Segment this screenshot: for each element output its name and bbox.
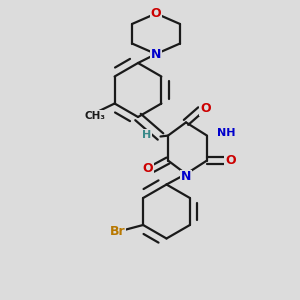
Text: O: O: [200, 102, 211, 115]
Text: CH₃: CH₃: [84, 111, 105, 121]
Text: N: N: [151, 47, 161, 61]
Text: NH: NH: [217, 128, 236, 138]
Text: N: N: [181, 170, 191, 184]
Text: O: O: [142, 162, 153, 176]
Text: H: H: [142, 130, 151, 140]
Text: O: O: [225, 154, 236, 167]
Text: O: O: [151, 7, 161, 20]
Text: Br: Br: [110, 225, 125, 238]
